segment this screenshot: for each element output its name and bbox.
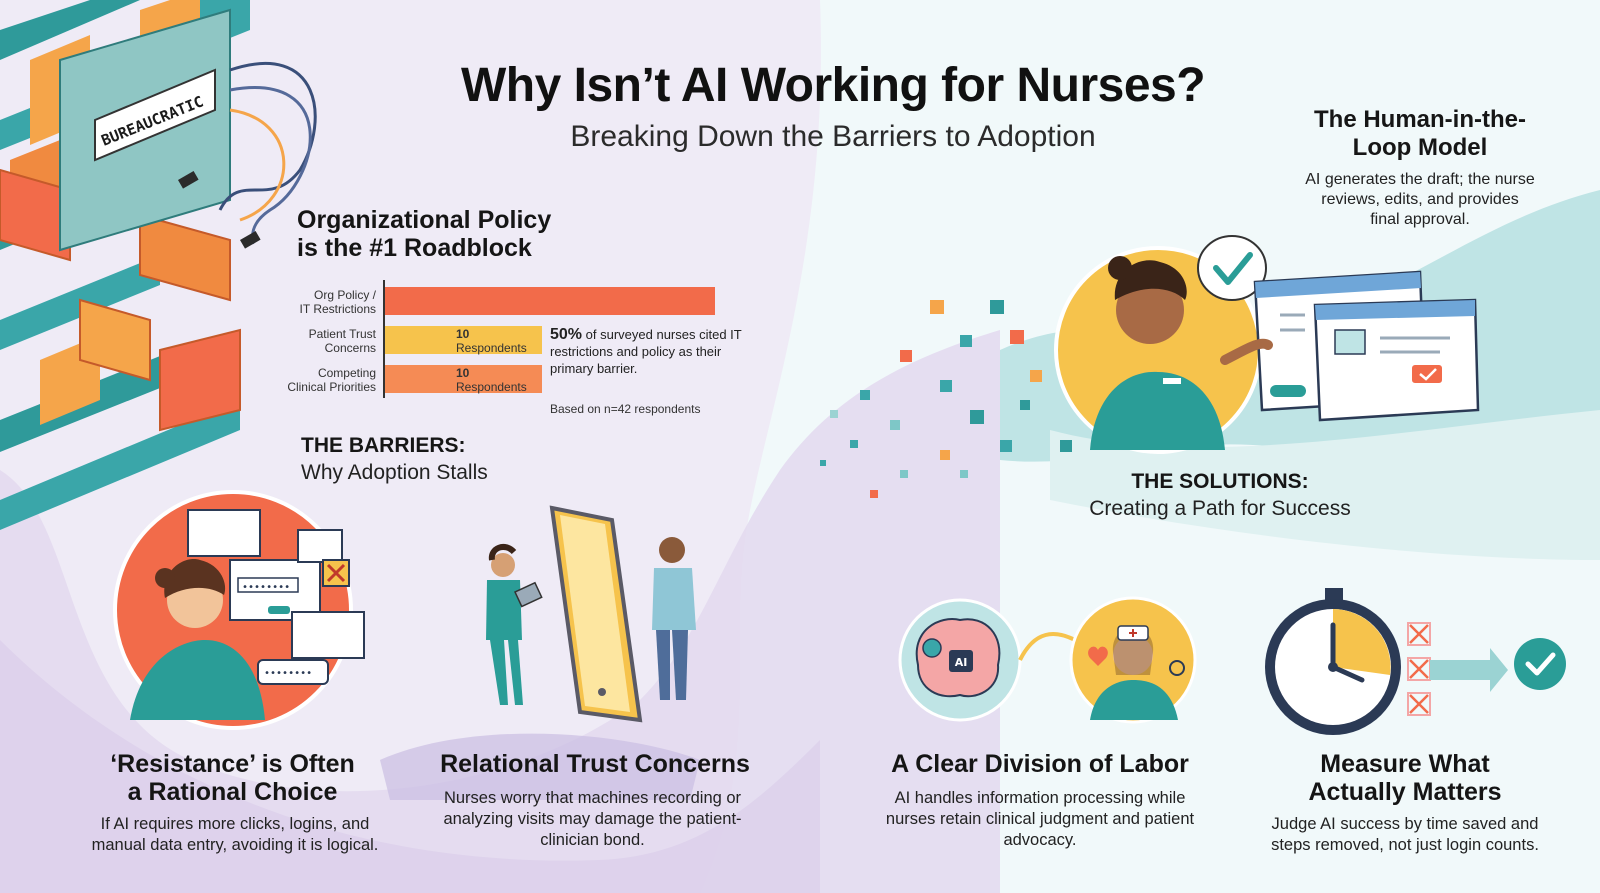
count-unit: Respondents bbox=[456, 380, 527, 394]
policy-heading-line2: is the #1 Roadblock bbox=[297, 234, 532, 262]
bar-label-org-policy: Org Policy / IT Restrictions bbox=[276, 288, 376, 316]
card-resistance-heading: ‘Resistance’ is Often a Rational Choice bbox=[60, 750, 405, 806]
card-heading-line: Relational Trust Concerns bbox=[440, 750, 750, 778]
hitl-illustration bbox=[1054, 235, 1480, 454]
card-trust-body: Nurses worry that machines recording or … bbox=[443, 789, 742, 849]
bar-label-line: IT Restrictions bbox=[299, 302, 376, 316]
bar-count-patient-trust: 10 Respondents bbox=[456, 327, 527, 355]
resistance-illustration: •••••••• •••••••• bbox=[113, 490, 365, 730]
barriers-subheading: Why Adoption Stalls bbox=[301, 461, 488, 484]
card-measure-body: Judge AI success by time saved and steps… bbox=[1271, 815, 1539, 854]
policy-heading: Organizational Policy is the #1 Roadbloc… bbox=[297, 206, 627, 262]
solutions-heading: THE SOLUTIONS: bbox=[1131, 470, 1309, 493]
bar-label-patient-trust: Patient Trust Concerns bbox=[276, 327, 376, 355]
maze-illustration: BUREAUCRATIC bbox=[0, 0, 317, 530]
bar-label-line: Competing bbox=[317, 366, 376, 380]
card-resistance-body: If AI requires more clicks, logins, and … bbox=[91, 815, 379, 854]
barriers-swoosh bbox=[0, 330, 1000, 893]
barriers-swoosh-low bbox=[0, 640, 820, 893]
password-field-1: •••••••• bbox=[242, 582, 290, 593]
brain-chip-label: AI bbox=[955, 656, 968, 669]
sample-note: Based on n=42 respondents bbox=[550, 402, 701, 416]
policy-heading-line1: Organizational Policy bbox=[297, 206, 552, 234]
bar-axis bbox=[383, 280, 385, 398]
page-title: Why Isn’t AI Working for Nurses? bbox=[460, 59, 1206, 112]
card-measure-heading: Measure What Actually Matters bbox=[1255, 750, 1555, 806]
bar-count-competing-priorities: 10 Respondents bbox=[456, 366, 527, 394]
bar-org-policy bbox=[385, 287, 715, 315]
password-field-2: •••••••• bbox=[264, 668, 312, 679]
bar-label-line: Clinical Priorities bbox=[287, 380, 376, 394]
bar-label-competing-priorities: Competing Clinical Priorities bbox=[276, 366, 376, 394]
card-heading-line: Actually Matters bbox=[1308, 778, 1502, 806]
card-heading-line: A Clear Division of Labor bbox=[891, 750, 1189, 778]
card-trust-heading: Relational Trust Concerns bbox=[430, 750, 760, 778]
solutions-subheading: Creating a Path for Success bbox=[1089, 497, 1351, 520]
pixel-dissolve bbox=[820, 300, 1072, 498]
count-value: 10 bbox=[456, 327, 470, 341]
hitl-heading-line1: The Human-in-the- bbox=[1314, 106, 1526, 133]
bar-competing-priorities bbox=[385, 365, 542, 393]
bar-label-line: Concerns bbox=[324, 341, 376, 355]
division-illustration: AI bbox=[898, 596, 1197, 724]
card-division-body: AI handles information processing while … bbox=[885, 789, 1195, 849]
card-heading-line: a Rational Choice bbox=[127, 778, 338, 806]
barriers-heading: THE BARRIERS: bbox=[301, 434, 466, 457]
bar-label-line: Patient Trust bbox=[308, 327, 376, 341]
trust-illustration bbox=[380, 505, 700, 800]
bar-label-line: Org Policy / bbox=[313, 288, 376, 302]
hitl-heading: The Human-in-the- Loop Model bbox=[1295, 106, 1545, 162]
stat-text: of surveyed nurses cited IT restrictions… bbox=[550, 327, 742, 376]
measure-illustration bbox=[1265, 588, 1566, 735]
stat-percent: 50% bbox=[550, 326, 583, 343]
count-value: 10 bbox=[456, 366, 470, 380]
bar-patient-trust bbox=[385, 326, 542, 354]
count-unit: Respondents bbox=[456, 341, 527, 355]
hitl-body: AI generates the draft; the nurse review… bbox=[1305, 171, 1535, 228]
page-subtitle: Breaking Down the Barriers to Adoption bbox=[570, 120, 1096, 153]
card-heading-line: Measure What bbox=[1320, 750, 1490, 778]
card-heading-line: ‘Resistance’ is Often bbox=[110, 750, 355, 778]
hitl-heading-line2: Loop Model bbox=[1352, 134, 1488, 161]
card-division-heading: A Clear Division of Labor bbox=[880, 750, 1200, 778]
policy-stat: 50% of surveyed nurses cited IT restrict… bbox=[550, 326, 750, 377]
